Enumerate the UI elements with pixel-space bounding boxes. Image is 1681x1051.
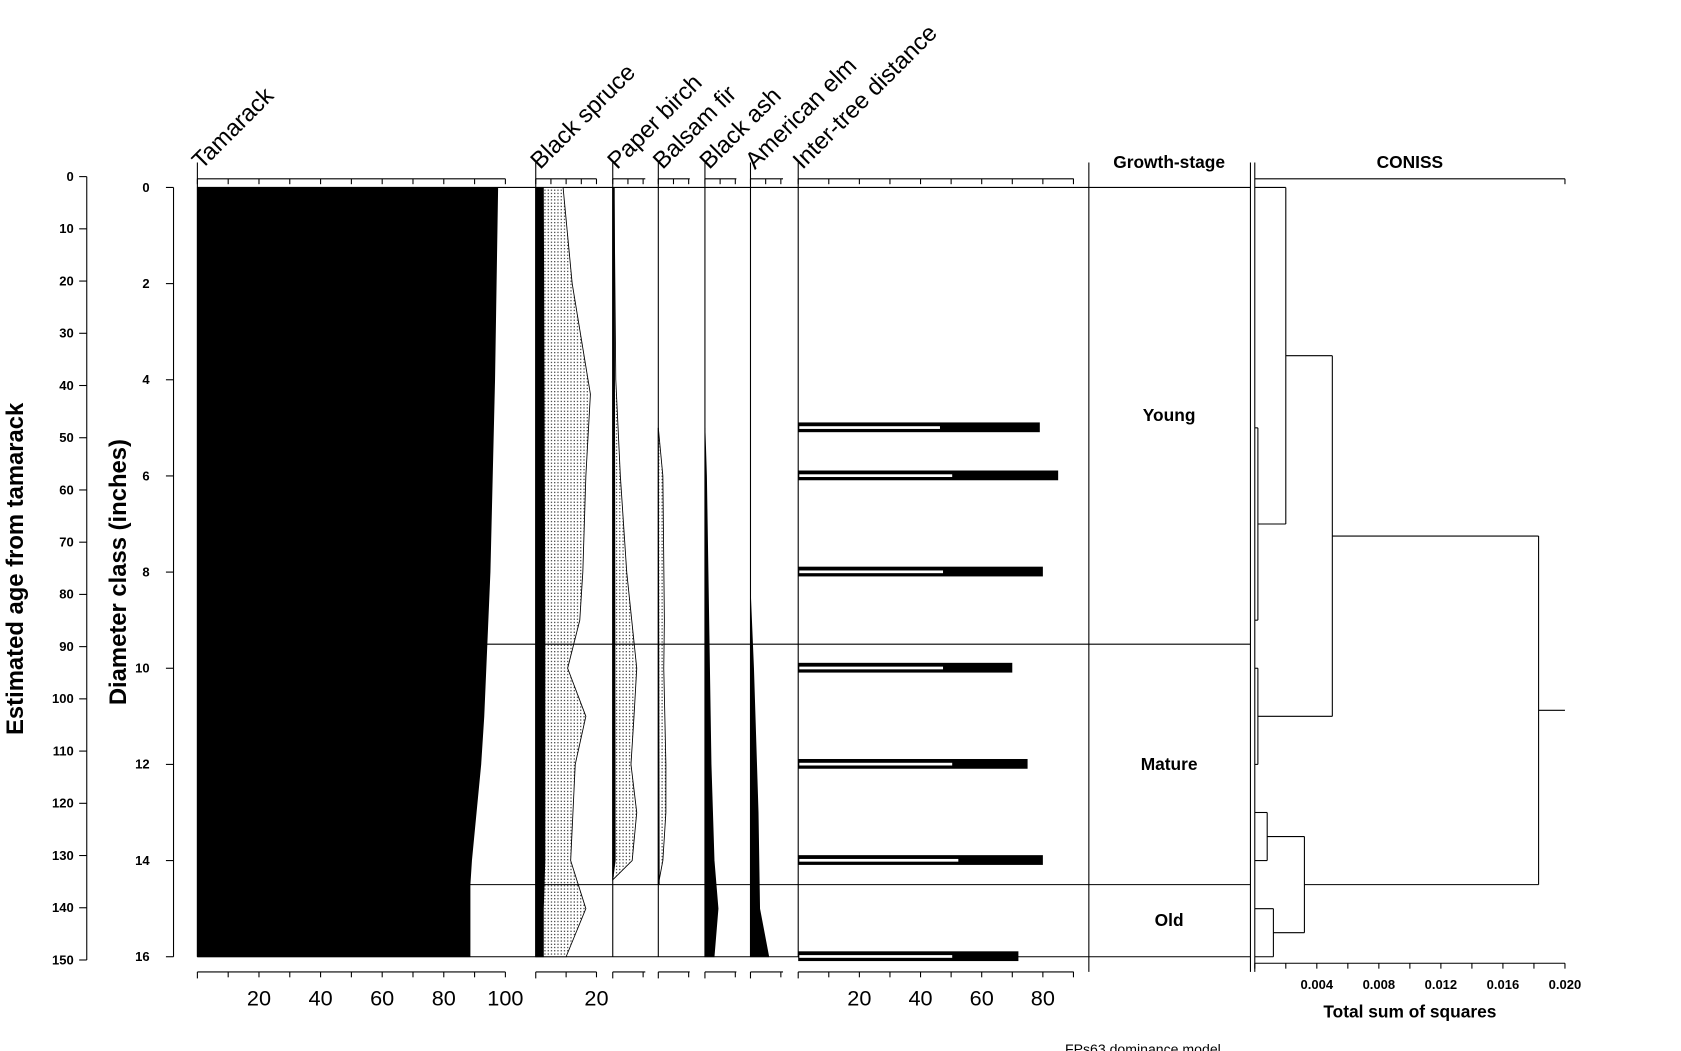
age-axis-tick-label: 110 (53, 743, 74, 758)
growth-stage-zone-old: Old (1155, 910, 1184, 930)
depth-axis-tick-label: 8 (142, 564, 149, 579)
tamarack-bottom-tick-label: 80 (432, 986, 456, 1011)
depth-axis-tick-label: 14 (135, 853, 150, 868)
age-axis-tick-label: 10 (59, 221, 73, 236)
age-axis-tick-label: 70 (59, 535, 73, 550)
depth-axis-tick-label: 4 (142, 372, 150, 387)
depth-axis-tick-label: 12 (135, 757, 149, 772)
inter-tree-distance-bar-inner (799, 426, 940, 429)
tamarack-title: Tamarack (187, 82, 279, 174)
inter-tree-distance-bar-inner (799, 474, 953, 478)
tamarack-bottom-tick-label: 20 (247, 986, 271, 1011)
black-spruce-curve (535, 187, 546, 958)
age-axis-tick-label: 20 (59, 273, 73, 288)
age-axis-tick-label: 90 (59, 639, 73, 654)
age-axis-tick-label: 60 (59, 482, 73, 497)
growth-stage-zone-mature: Mature (1141, 754, 1198, 774)
paper-birch-curve (612, 187, 616, 880)
coniss-tick-label: 0.004 (1301, 977, 1334, 992)
depth-axis-tick-label: 16 (135, 949, 149, 964)
age-axis-tick-label: 130 (52, 848, 74, 863)
tamarack-bottom-tick-label: 60 (370, 986, 394, 1011)
paper-birch-exaggeration-curve (612, 187, 638, 881)
inter-tree-distance-bar-inner (799, 666, 944, 670)
black-ash-curve (704, 427, 719, 958)
inter-tree-distance-bar-inner (799, 762, 953, 766)
age-axis-tick-label: 0 (67, 169, 74, 184)
growth-stage-title: Growth-stage (1113, 152, 1225, 172)
coniss-tick-label: 0.012 (1425, 977, 1458, 992)
age-axis-tick-label: 100 (52, 691, 74, 706)
depth-axis-tick-label: 2 (142, 276, 149, 291)
coniss-tick-label: 0.016 (1487, 977, 1520, 992)
black-spruce-bottom-tick-label: 20 (584, 986, 608, 1011)
inter-tree-distance-bar-inner (799, 955, 953, 958)
age-axis-tick-label: 40 (59, 378, 73, 393)
inter-tree-distance-bar-inner (799, 858, 959, 862)
american-elm-curve (750, 596, 770, 958)
tamarack-bottom-tick-label: 40 (309, 986, 333, 1011)
black-spruce-exaggeration-curve (535, 187, 591, 958)
inter-tree-distance-bottom-tick-label: 80 (1031, 986, 1055, 1011)
age-axis-tick-label: 140 (52, 900, 74, 915)
age-axis-tick-label: 150 (52, 952, 74, 967)
coniss-tick-label: 0.008 (1363, 977, 1396, 992)
depth-axis-tick-label: 0 (142, 180, 149, 195)
age-axis-tick-label: 30 (59, 326, 73, 341)
coniss-axis-title: Total sum of squares (1323, 1001, 1496, 1021)
inter-tree-distance-bottom-tick-label: 60 (970, 986, 994, 1011)
inter-tree-distance-bar-inner (799, 570, 944, 574)
coniss-tick-label: 0.020 (1549, 977, 1582, 992)
inter-tree-distance-bottom-tick-label: 40 (908, 986, 932, 1011)
coniss-title: CONISS (1377, 152, 1443, 172)
inter-tree-distance-bottom-tick-label: 20 (847, 986, 871, 1011)
tamarack-bottom-tick-label: 100 (487, 986, 523, 1011)
age-axis-tick-label: 120 (52, 796, 74, 811)
footer-label: FPs63 dominance model (1065, 1041, 1221, 1051)
growth-stage-zone-young: Young (1143, 405, 1196, 425)
age-axis-tick-label: 80 (59, 587, 73, 602)
balsam-fir-exaggeration-curve (657, 427, 667, 885)
depth-axis-tick-label: 10 (135, 661, 149, 676)
age-axis-title: Estimated age from tamarack (2, 402, 29, 735)
depth-axis-tick-label: 6 (142, 468, 149, 483)
age-axis-tick-label: 50 (59, 430, 73, 445)
tamarack-curve (196, 187, 499, 958)
depth-axis-title: Diameter class (inches) (105, 439, 132, 705)
